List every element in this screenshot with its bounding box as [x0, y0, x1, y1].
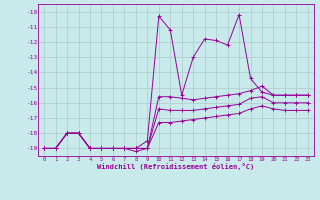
X-axis label: Windchill (Refroidissement éolien,°C): Windchill (Refroidissement éolien,°C) [97, 163, 255, 170]
